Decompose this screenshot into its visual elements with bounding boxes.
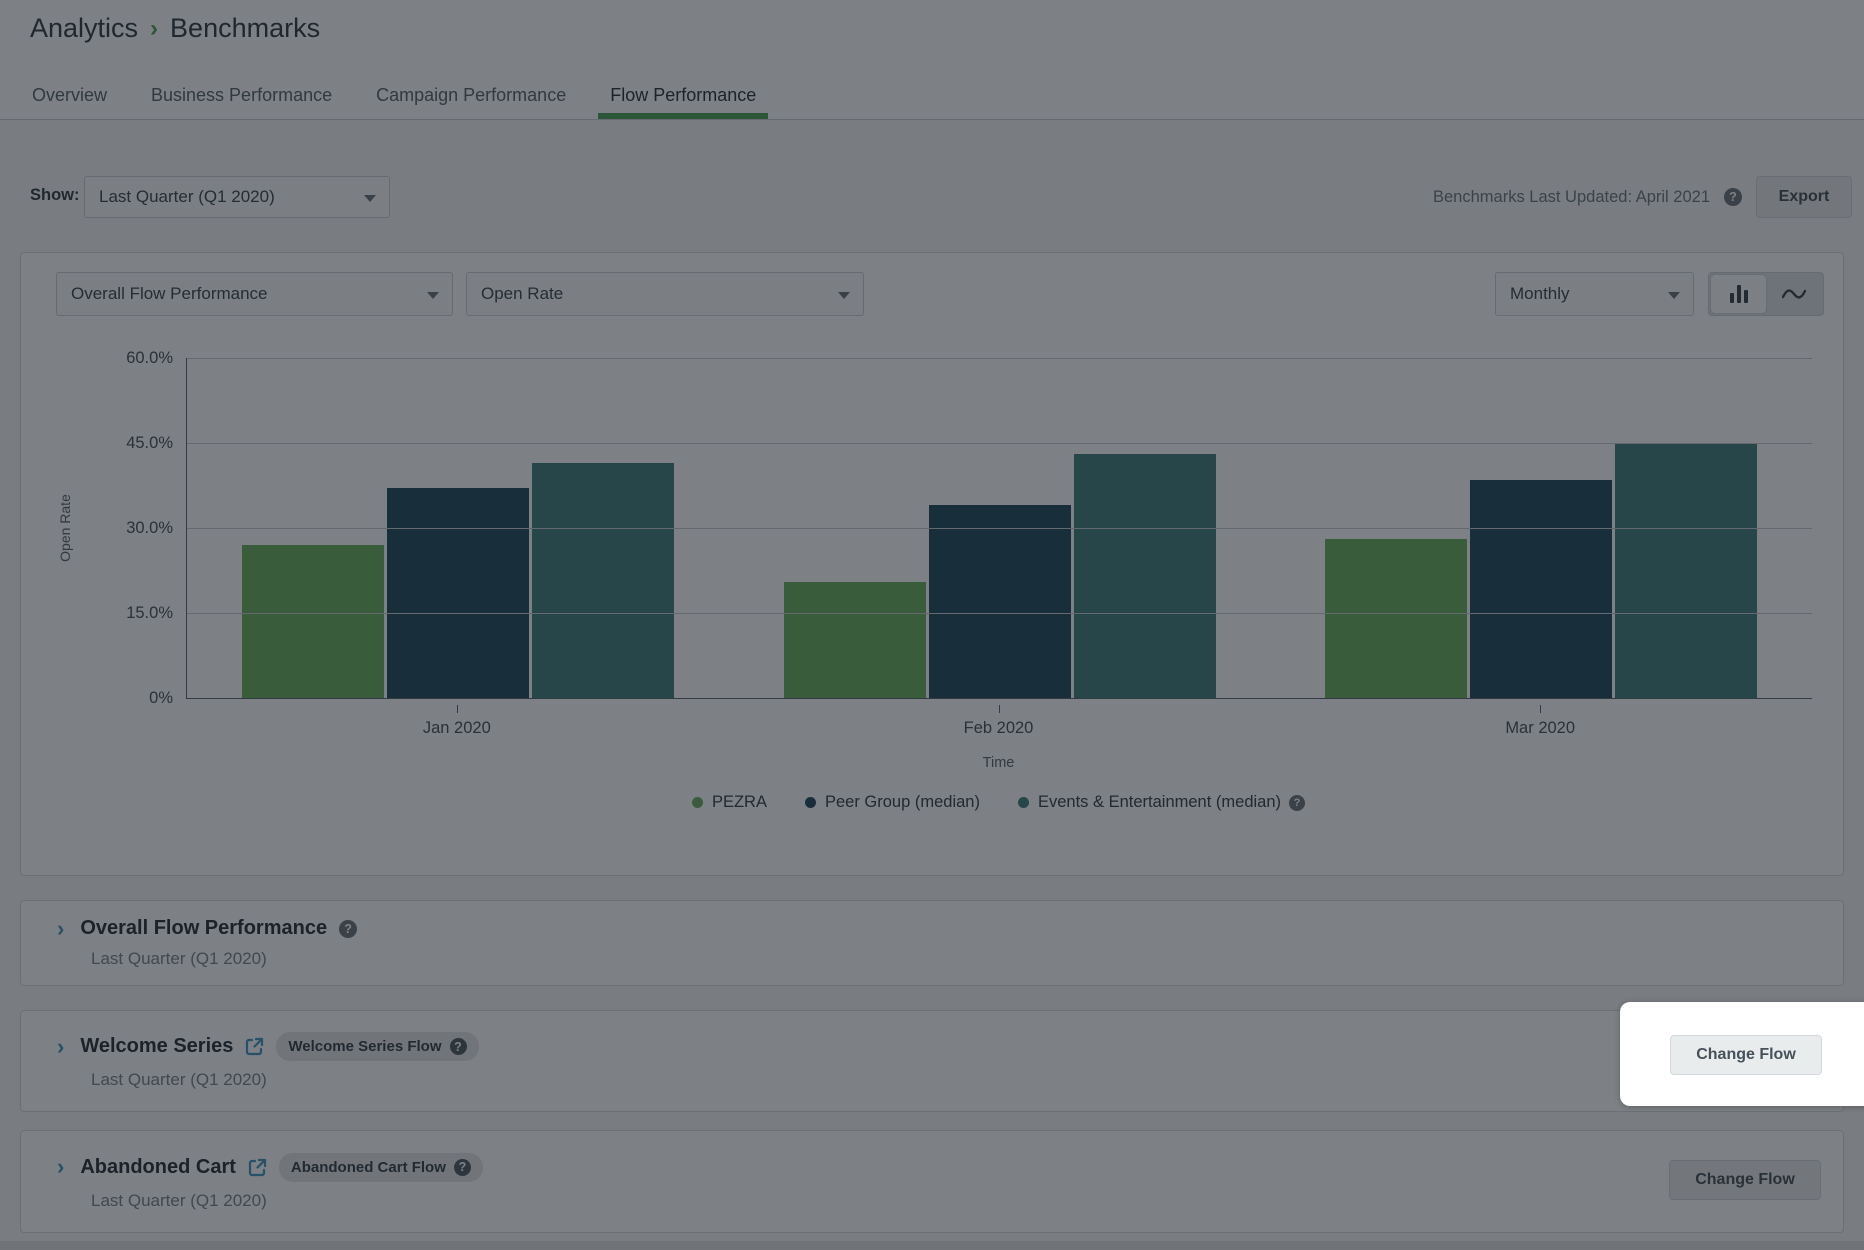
spotlight-highlight: Change Flow [1620, 1002, 1864, 1106]
change-flow-button[interactable]: Change Flow [1670, 1035, 1822, 1075]
